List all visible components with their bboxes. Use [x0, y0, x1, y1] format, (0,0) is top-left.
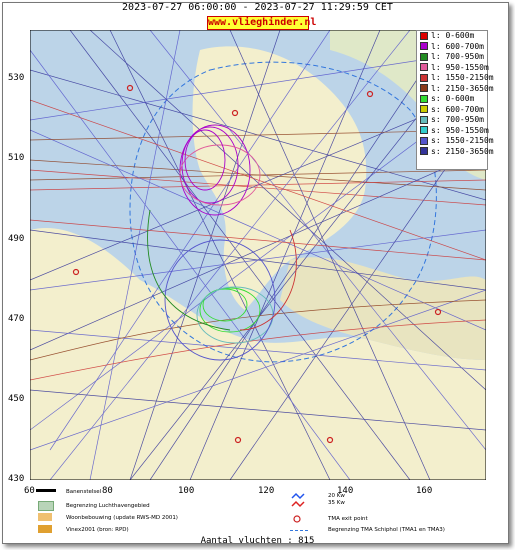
- altitude-legend: l: 0-600m l: 600-700m l: 700-950m l: 950-15…: [416, 30, 494, 170]
- legend-housing: Woonbebouwing (update RWS-MD 2001): [66, 515, 178, 521]
- legend-label: l: 0-600m: [431, 31, 475, 40]
- y-tick-450: 450: [8, 394, 25, 404]
- legend-swatch: [420, 52, 428, 61]
- legend-item: l: 950-1550m: [417, 62, 489, 74]
- x-tick-60: 60: [24, 486, 35, 496]
- legend-swatch: [420, 94, 428, 103]
- legend-swatch: [420, 147, 428, 155]
- x-tick-100: 100: [178, 486, 195, 496]
- legend-label: l: 950-1550m: [431, 62, 489, 72]
- time-range-title: 2023-07-27 06:00:00 - 2023-07-27 11:29:5…: [122, 2, 393, 13]
- legend-item: s: 2150-3650m: [417, 147, 494, 158]
- x-tick-120: 120: [258, 486, 275, 496]
- site-banner[interactable]: www.vlieghinder.nl: [207, 16, 317, 30]
- legend-label: s: 1550-2150m: [431, 136, 494, 145]
- flight-count: Aantal vluchten : 815: [200, 536, 315, 546]
- housing-swatch: [38, 513, 52, 521]
- legend-wind-20: 20 Kw: [328, 493, 345, 499]
- legend-label: l: 600-700m: [431, 41, 484, 51]
- legend-label: s: 600-700m: [431, 104, 484, 114]
- runway-swatch: [36, 489, 56, 492]
- legend-swatch: [420, 126, 428, 134]
- legend-item: l: 1550-2150m: [417, 73, 494, 84]
- legend-label: s: 0-600m: [431, 94, 475, 103]
- legend-swatch: [420, 42, 428, 50]
- legend-swatch: [420, 73, 428, 82]
- tma-boundary-swatch: [290, 530, 308, 531]
- legend-item: l: 2150-3650m: [417, 84, 494, 95]
- legend-label: s: 700-950m: [431, 115, 484, 124]
- legend-swatch: [420, 63, 428, 71]
- legend-airport-boundary: Begrenzing Luchthavengebied: [66, 503, 150, 509]
- x-tick-140: 140: [337, 486, 354, 496]
- legend-tma-exit: TMA exit point: [328, 516, 368, 522]
- legend-item: l: 700-950m: [417, 52, 487, 63]
- legend-item: s: 950-1550m: [417, 125, 489, 137]
- legend-label: l: 2150-3650m: [431, 83, 494, 93]
- airport-boundary-swatch: [38, 501, 54, 511]
- legend-item: s: 600-700m: [417, 105, 487, 116]
- legend-label: l: 700-950m: [431, 52, 484, 61]
- x-tick-160: 160: [416, 486, 433, 496]
- legend-item: s: 1550-2150m: [417, 136, 494, 147]
- legend-tma-boundary: Begrenzing TMA Schiphol (TMA1 en TMA3): [328, 527, 445, 533]
- legend-item: s: 0-600m: [417, 94, 487, 105]
- legend-swatch: [420, 105, 428, 113]
- legend-swatch: [420, 84, 428, 92]
- tma-exit-icon: [293, 515, 301, 523]
- flight-tracks: [30, 30, 486, 480]
- legend-swatch: [420, 115, 428, 124]
- legend-item: l: 600-700m: [417, 42, 487, 53]
- y-tick-470: 470: [8, 314, 25, 324]
- legend-runway: Banenstelsel: [66, 489, 102, 495]
- legend-wind-35: 35 Kw: [328, 500, 345, 506]
- legend-label: s: 950-1550m: [431, 125, 489, 135]
- y-tick-510: 510: [8, 153, 25, 163]
- legend-swatch: [420, 31, 428, 40]
- approach-loops: [147, 124, 297, 361]
- y-tick-430: 430: [8, 474, 25, 484]
- wind-arrow-icon: [291, 492, 305, 508]
- legend-swatch: [420, 136, 428, 145]
- y-tick-530: 530: [8, 73, 25, 83]
- legend-label: l: 1550-2150m: [431, 73, 494, 82]
- flight-track-map: [30, 30, 486, 480]
- y-tick-490: 490: [8, 234, 25, 244]
- legend-label: s: 2150-3650m: [431, 146, 494, 156]
- x-tick-80: 80: [102, 486, 113, 496]
- legend-item: l: 0-600m: [417, 31, 487, 42]
- tma-exit-points: [72, 84, 442, 444]
- legend-item: s: 700-950m: [417, 115, 487, 126]
- legend-vinex: Vinex2001 (bron: RPD): [66, 527, 129, 533]
- vinex-swatch: [38, 525, 52, 533]
